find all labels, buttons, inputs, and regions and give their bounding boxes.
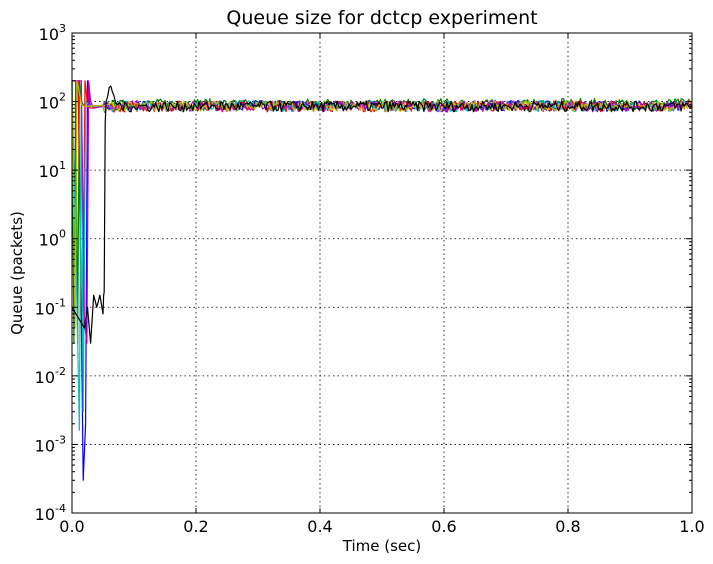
y-tick-exponent: -1 [55,296,66,309]
x-tick-label: 0.8 [555,517,580,536]
y-tick-label: 102 [39,91,66,113]
x-tick-label: 0.0 [59,517,84,536]
x-tick-label: 0.4 [307,517,332,536]
axis-ticks: 0.0 0.2 0.4 0.6 0.8 1.010-410-310-210-1100101… [35,22,705,536]
y-tick-exponent: 1 [59,159,66,172]
y-tick-base: 10 [39,231,59,250]
y-tick-label: 10-2 [35,365,66,387]
y-tick-label: 10-1 [35,296,66,318]
y-tick-base: 10 [35,299,55,318]
y-tick-label: 10-4 [35,502,66,524]
x-axis-label: Time (sec) [342,537,421,555]
x-tick-label: 1.0 [679,517,704,536]
y-tick-base: 10 [35,436,55,455]
y-axis-label: Queue (packets) [8,211,26,335]
y-tick-base: 10 [39,162,59,181]
y-tick-exponent: 2 [59,91,66,104]
y-tick-exponent: 3 [59,22,66,35]
y-tick-exponent: -4 [55,502,66,515]
x-tick-label: 0.2 [183,517,208,536]
series-group [71,80,693,481]
x-tick-label: 0.6 [431,517,456,536]
y-tick-base: 10 [39,25,59,44]
y-tick-base: 10 [35,368,55,387]
y-tick-base: 10 [35,505,55,524]
y-tick-exponent: -3 [55,433,66,446]
y-tick-exponent: 0 [59,228,66,241]
y-tick-label: 100 [39,228,66,250]
grid [72,33,692,513]
y-tick-label: 103 [39,22,66,44]
y-tick-label: 101 [39,159,66,181]
chart-title: Queue size for dctcp experiment [226,7,537,29]
series-line-7 [71,85,693,344]
plot-frame [71,32,693,514]
series-line-5 [72,80,693,344]
y-tick-exponent: -2 [55,365,66,378]
y-tick-label: 10-3 [35,433,66,455]
y-tick-base: 10 [39,94,59,113]
